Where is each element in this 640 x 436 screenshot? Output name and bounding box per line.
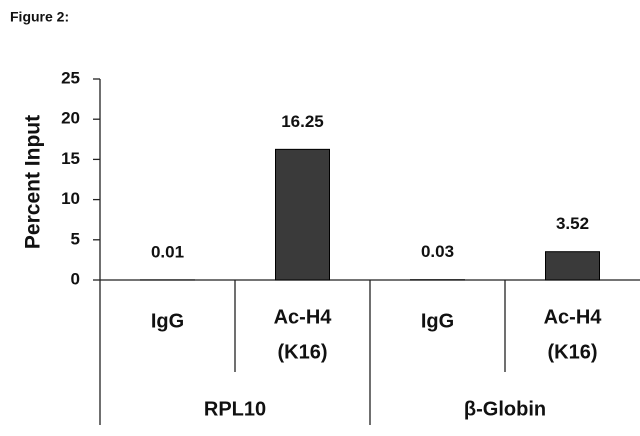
bar [545,251,600,281]
x-tick-label: Ac-H4 [544,306,603,328]
y-tick-label: 0 [71,269,80,288]
value-label: 3.52 [556,214,589,233]
value-label: 0.03 [421,242,454,261]
x-tick-label: Ac-H4 [274,306,333,328]
group-label: RPL10 [204,398,266,420]
chart-title: Figure 2: [10,9,69,25]
x-tick-label: IgG [421,310,454,332]
bar [275,148,330,281]
x-tick-label: (K16) [277,341,327,363]
y-tick-label: 25 [61,68,80,87]
y-tick-label: 5 [71,229,80,248]
y-axis-label: Percent Input [22,115,45,249]
x-tick-label: (K16) [547,341,597,363]
group-label: β-Globin [464,398,546,420]
y-tick-label: 10 [61,189,80,208]
x-tick-label: IgG [151,310,184,332]
value-label: 0.01 [151,242,184,261]
value-label: 16.25 [281,112,324,131]
y-tick-label: 15 [61,149,80,168]
y-tick-label: 20 [61,109,80,128]
